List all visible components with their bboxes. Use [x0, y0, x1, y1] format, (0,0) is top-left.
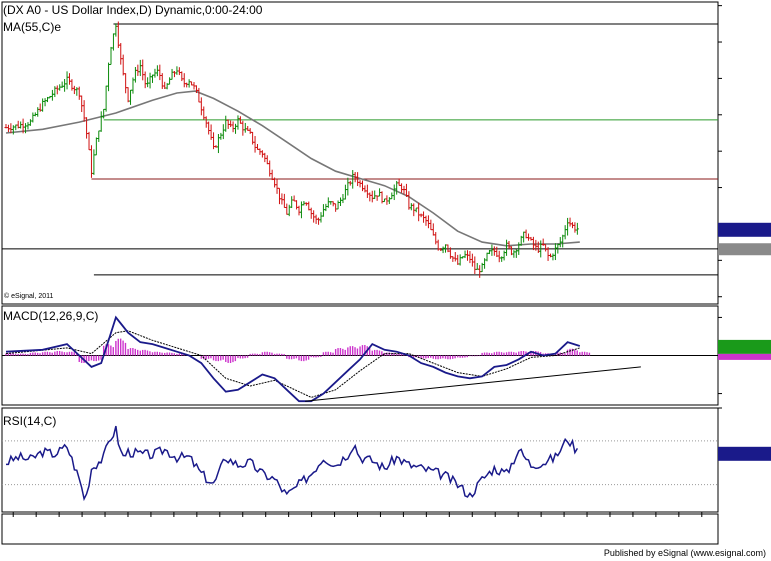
rsi-title: RSI(14,C) [3, 414, 56, 428]
macd-signal-line [5, 330, 580, 398]
macd-title: MACD(12,26,9,C) [3, 309, 98, 323]
rsi-value-badge [718, 446, 771, 461]
rsi-pane-frame [1, 407, 719, 513]
ma-label: MA(55,C)e [3, 20, 61, 34]
macd-pane [2, 315, 771, 403]
ma-line [5, 90, 580, 247]
rsi-line [6, 425, 579, 502]
ma-value-badge [718, 243, 771, 256]
watermark: © eSignal, 2011 [4, 292, 54, 300]
price-pane-frame [1, 1, 719, 305]
publisher-footer: Published by eSignal (www.esignal.com) [604, 548, 766, 558]
date-axis-frame [1, 513, 719, 545]
last-price-badge [718, 222, 771, 237]
macd-trendline [305, 366, 641, 402]
chart-panes [1, 1, 719, 545]
price-pane [2, 5, 771, 298]
chart-title: (DX A0 - US Dollar Index,D) Dynamic,0:00… [3, 3, 263, 17]
macd-hist-badge [718, 353, 771, 360]
date-axis [12, 512, 703, 517]
macd-value-badge [718, 339, 771, 354]
rsi-pane [2, 407, 771, 502]
macd-line [5, 315, 581, 403]
